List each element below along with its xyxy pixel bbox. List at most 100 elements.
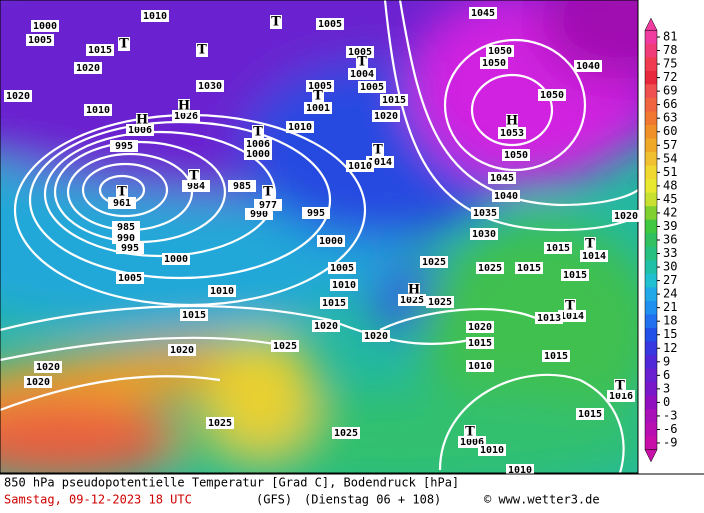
pressure-label: 1005 xyxy=(360,82,384,93)
pressure-label: 1020 xyxy=(374,111,398,122)
pressure-center: T xyxy=(253,125,263,140)
colorbar-label: 81 xyxy=(663,30,677,44)
pressure-label-box xyxy=(317,235,345,247)
pressure-center: T xyxy=(465,425,475,440)
colorbar-label: 39 xyxy=(663,219,677,233)
colorbar-band xyxy=(645,395,657,410)
pressure-label: 1016 xyxy=(609,391,633,402)
caption-credit: © www.wetter3.de xyxy=(484,493,600,507)
pressure-label-box xyxy=(380,94,408,106)
pressure-label: 1045 xyxy=(490,173,514,184)
pressure-label-box xyxy=(328,262,356,274)
colorbar-label: 36 xyxy=(663,233,677,247)
pressure-label: 1014 xyxy=(368,157,392,168)
colorbar-label: 9 xyxy=(663,354,670,368)
pressure-label: 1014 xyxy=(560,311,584,322)
pressure-center: T xyxy=(263,185,273,200)
colorbar-band xyxy=(645,57,657,72)
pressure-label: 1020 xyxy=(314,321,338,332)
pressure-label: 1020 xyxy=(468,322,492,333)
pressure-center-box xyxy=(188,169,200,183)
pressure-center: T xyxy=(565,299,575,314)
pressure-label: 1005 xyxy=(28,35,52,46)
pressure-label: 995 xyxy=(121,243,139,254)
colorbar-band xyxy=(645,233,657,248)
pressure-label: 1025 xyxy=(334,428,358,439)
colorbar-band xyxy=(645,84,657,99)
pressure-label: 1020 xyxy=(170,345,194,356)
pressure-label-box xyxy=(116,272,144,284)
pressure-label-box xyxy=(162,253,190,265)
pressure-center: H xyxy=(506,114,518,129)
colorbar-label: 21 xyxy=(663,300,677,314)
pressure-label-box xyxy=(31,20,59,32)
pressure-label-box xyxy=(580,250,608,262)
colorbar-band xyxy=(645,436,657,451)
pressure-label: 1025 xyxy=(478,263,502,274)
pressure-center-box xyxy=(614,379,626,393)
colorbar-band xyxy=(645,43,657,58)
pressure-label-box xyxy=(515,262,543,274)
colorbar-label: 45 xyxy=(663,192,677,206)
pressure-label: 1025 xyxy=(428,297,452,308)
pressure-label: 1000 xyxy=(246,149,270,160)
pressure-label: 1010 xyxy=(86,105,110,116)
colorbar-label: 78 xyxy=(663,43,677,57)
pressure-label: 961 xyxy=(113,198,131,209)
pressure-label-box xyxy=(492,190,520,202)
pressure-label: 1050 xyxy=(540,90,564,101)
pressure-center-box xyxy=(564,299,576,313)
colorbar-band xyxy=(645,327,657,342)
colorbar-label: 54 xyxy=(663,151,677,165)
pressure-label: 1030 xyxy=(472,229,496,240)
pressure-center-box xyxy=(312,89,324,103)
pressure-label-box xyxy=(74,62,102,74)
pressure-label: 1050 xyxy=(488,46,512,57)
pressure-label-box xyxy=(244,138,272,150)
pressure-label: 1006 xyxy=(128,125,152,136)
pressure-label: 984 xyxy=(187,181,205,192)
colorbar-band xyxy=(645,138,657,153)
pressure-label: 1013 xyxy=(537,313,561,324)
pressure-label: 1020 xyxy=(36,362,60,373)
colorbar-band xyxy=(645,422,657,437)
colorbar-label: 75 xyxy=(663,57,677,71)
pressure-label: 1015 xyxy=(546,243,570,254)
pressure-center-box xyxy=(584,237,596,251)
colorbar-band xyxy=(645,192,657,207)
pressure-label: 1000 xyxy=(164,254,188,265)
colorbar-label: 15 xyxy=(663,327,677,341)
pressure-label: 1000 xyxy=(33,21,57,32)
pressure-label-box xyxy=(420,256,448,268)
pressure-label: 1015 xyxy=(382,95,406,106)
pressure-label-box xyxy=(244,148,272,160)
pressure-center-box xyxy=(136,113,148,127)
pressure-label-box xyxy=(304,102,332,114)
colorbar-top-arrow xyxy=(644,17,658,31)
pressure-label: 1015 xyxy=(517,263,541,274)
pressure-label-box xyxy=(346,160,374,172)
colorbar-label: 66 xyxy=(663,97,677,111)
pressure-label-box xyxy=(466,321,494,333)
map-frame xyxy=(0,0,639,474)
colorbar-bottom-arrow xyxy=(644,449,658,463)
pressure-label: 1001 xyxy=(306,103,330,114)
pressure-label: 1005 xyxy=(318,19,342,30)
pressure-center: T xyxy=(585,237,595,252)
pressure-center: T xyxy=(197,43,207,58)
pressure-label: 1015 xyxy=(468,338,492,349)
pressure-center-box xyxy=(408,283,420,297)
colorbar-band xyxy=(645,260,657,275)
pressure-label-box xyxy=(110,140,138,152)
pressure-center-box xyxy=(196,43,208,57)
caption-date: Samstag, 09-12-2023 18 UTC xyxy=(4,493,192,507)
colorbar-band xyxy=(645,246,657,261)
pressure-label: 1020 xyxy=(6,91,30,102)
colorbar-band xyxy=(645,124,657,139)
pressure-center: H xyxy=(178,99,190,114)
colorbar-label: 60 xyxy=(663,124,677,138)
colorbar-band xyxy=(645,300,657,315)
colorbar-band xyxy=(645,382,657,397)
pressure-label: 1004 xyxy=(350,69,374,80)
